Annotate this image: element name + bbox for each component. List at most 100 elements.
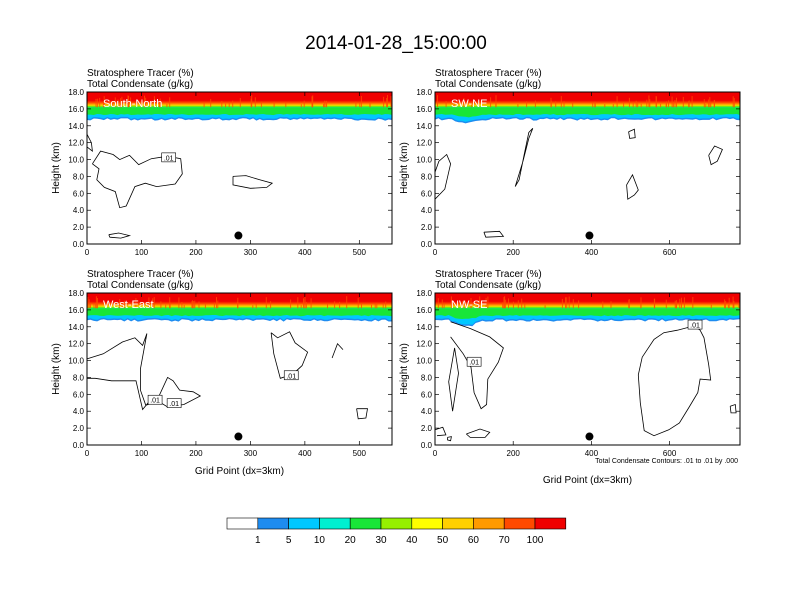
condensate-contour — [232, 175, 274, 189]
tracer-streak — [503, 297, 505, 309]
tracer-streak — [495, 103, 497, 108]
condensate-contour — [708, 145, 723, 166]
tracer-streak — [733, 98, 735, 108]
tracer-streak — [251, 95, 253, 108]
tracer-streak — [462, 301, 463, 309]
condensate-contour — [447, 436, 452, 442]
tracer-streak — [738, 303, 740, 309]
tracer-streak — [130, 97, 132, 108]
y-tick-label: 6.0 — [73, 189, 85, 198]
x-tick-label: 200 — [189, 449, 203, 458]
tracer-streak — [355, 101, 357, 108]
tracer-streak — [476, 301, 478, 309]
tracer-band-30 — [87, 308, 392, 317]
tracer-streak — [450, 296, 452, 309]
plot-frame — [434, 292, 741, 446]
tracer-streak — [148, 297, 150, 309]
y-tick-label: 14.0 — [68, 323, 84, 332]
panel-label: NW-SE — [451, 299, 487, 311]
panel-label: SW-NE — [451, 98, 487, 110]
tracer-streak — [95, 296, 97, 309]
tracer-streak — [612, 104, 614, 108]
figure-title: 2014-01-28_15:00:00 — [305, 33, 487, 54]
x-tick-label: 400 — [298, 248, 312, 257]
tracer-streak — [96, 98, 98, 108]
y-tick-label: 16.0 — [416, 306, 432, 315]
tracer-streak — [216, 297, 217, 309]
y-tick-label: 8.0 — [73, 172, 85, 181]
panel-title-condensate: Total Condensate (g/kg) — [87, 280, 193, 291]
tracer-streak — [724, 299, 726, 309]
panel-title-tracer: Stratosphere Tracer (%) — [87, 68, 194, 79]
condensate-contour — [448, 347, 459, 412]
colorbar-label: 20 — [345, 535, 357, 546]
y-tick-label: 8.0 — [73, 373, 85, 382]
tracer-streak — [665, 101, 667, 108]
tracer-streak — [709, 97, 711, 108]
colorbar-swatch — [288, 517, 320, 530]
tracer-streak — [485, 297, 487, 309]
tracer-streak — [654, 298, 656, 309]
tracer-streak — [457, 303, 459, 309]
y-tick-label: 12.0 — [68, 340, 84, 349]
tracer-streak — [674, 300, 676, 309]
tracer-streak — [517, 104, 519, 108]
location-marker — [234, 231, 243, 240]
tracer-streak — [252, 305, 254, 309]
tracer-streak — [555, 101, 557, 108]
tracer-streak — [725, 301, 727, 309]
tracer-streak — [632, 102, 634, 108]
y-tick-label: 10.0 — [68, 357, 84, 366]
tracer-streak — [160, 301, 162, 309]
colorbar-swatch — [473, 517, 505, 530]
plot-frame — [86, 91, 393, 245]
tracer-streak — [93, 303, 95, 309]
tracer-streak — [707, 99, 709, 108]
colorbar-swatch — [380, 517, 413, 530]
x-tick-label: 400 — [585, 449, 599, 458]
tracer-streak — [733, 300, 735, 309]
x-tick-label: 500 — [353, 449, 367, 458]
tracer-streak — [443, 302, 445, 309]
y-tick-label: 2.0 — [421, 424, 433, 433]
tracer-streak — [361, 303, 362, 309]
tracer-streak — [592, 102, 594, 108]
tracer-streak — [357, 297, 359, 309]
tracer-streak — [628, 97, 630, 108]
panel-title-tracer: Stratosphere Tracer (%) — [435, 269, 542, 280]
tracer-streak — [683, 297, 685, 309]
tracer-streak — [610, 301, 612, 309]
y-tick-label: 16.0 — [416, 105, 432, 114]
panels: Stratosphere Tracer (%)Total Condensate … — [51, 68, 741, 486]
tracer-streak — [95, 98, 97, 108]
colorbar-label: 50 — [437, 535, 449, 546]
colorbar-swatch — [503, 517, 536, 530]
tracer-streak — [383, 96, 385, 108]
condensate-contour — [637, 325, 712, 437]
tracer-streak — [635, 100, 637, 108]
tracer-streak — [120, 98, 122, 108]
tracer-streak — [568, 296, 570, 309]
y-tick-label: 12.0 — [68, 139, 84, 148]
tracer-streak — [90, 303, 91, 309]
y-tick-label: 14.0 — [68, 122, 84, 131]
tracer-streak — [270, 301, 272, 309]
tracer-streak — [453, 101, 455, 108]
tracer-streak — [193, 301, 195, 309]
tracer-streak — [495, 95, 497, 108]
tracer-streak — [312, 95, 314, 108]
tracer-streak — [334, 301, 336, 309]
condensate-contour — [92, 150, 183, 209]
tracer-streak — [560, 96, 562, 108]
panel-title-tracer: Stratosphere Tracer (%) — [87, 269, 194, 280]
panel-label: West-East — [103, 299, 154, 311]
tracer-streak — [676, 97, 677, 108]
tracer-streak — [123, 300, 125, 309]
x-tick-label: 600 — [663, 248, 677, 257]
colorbar-label: 1 — [255, 535, 261, 546]
y-tick-label: 10.0 — [68, 156, 84, 165]
contour-label-box — [147, 394, 163, 405]
y-tick-label: 12.0 — [416, 340, 432, 349]
tracer-streak — [273, 101, 275, 108]
